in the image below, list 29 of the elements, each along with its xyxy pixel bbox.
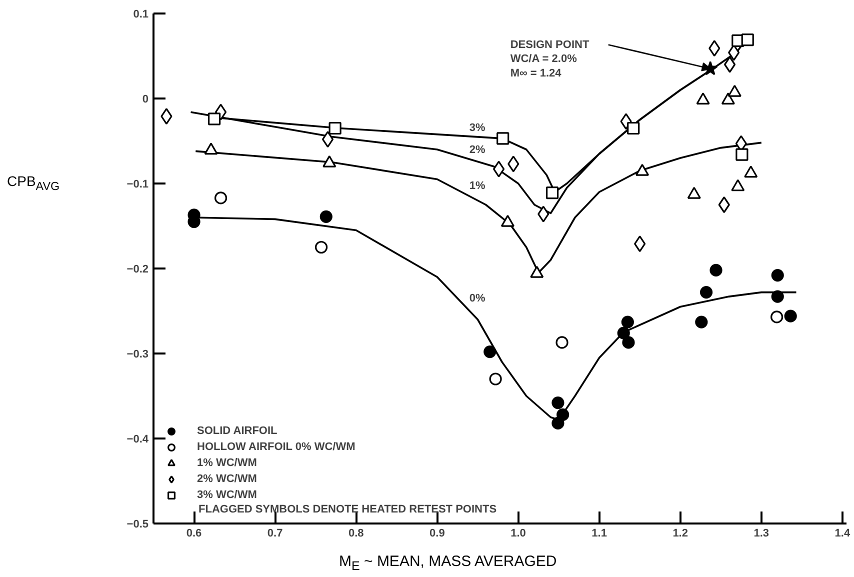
- series-label: 0%: [469, 292, 486, 305]
- x-tick-label: 1.4: [834, 528, 851, 540]
- x-tick-label: 1.2: [672, 528, 688, 540]
- series-label: 2%: [469, 144, 486, 156]
- annotation: FLAGGED SYMBOLS DENOTE HEATED RETEST POINTS: [198, 504, 497, 516]
- x-tick-label: 0.9: [430, 528, 445, 540]
- x-tick-label: 0.6: [186, 528, 202, 540]
- y-tick-label: −0.3: [126, 348, 149, 360]
- legend-label: 3% WC/WM: [197, 489, 257, 501]
- series-label: 3%: [469, 122, 486, 134]
- legend-label: HOLLOW AIRFOIL 0% WC/WM: [197, 441, 356, 453]
- legend-label: 2% WC/WM: [197, 473, 257, 485]
- y-tick-label: −0.1: [126, 178, 149, 190]
- annotation: DESIGN POINT WC/A = 2.0% M∞ = 1.24: [510, 38, 590, 80]
- y-tick-label: −0.4: [126, 434, 150, 446]
- x-axis-title: M$_{E}$ ~ MEAN, MASS AVERAGED: [339, 552, 557, 575]
- x-tick-label: 1.0: [510, 528, 526, 540]
- x-tick-label: 1.1: [592, 528, 607, 540]
- x-tick-label: 1.3: [754, 528, 770, 540]
- legend-label: SOLID AIRFOIL: [197, 425, 278, 437]
- x-tick-label: 0.7: [267, 528, 283, 540]
- y-tick-label: −0.5: [126, 518, 149, 530]
- y-tick-label: −0.2: [126, 264, 149, 276]
- series-label: 1%: [469, 180, 486, 192]
- y-tick-label: 0: [142, 94, 149, 106]
- y-tick-label: 0.1: [133, 8, 149, 20]
- x-tick-label: 0.8: [348, 528, 364, 540]
- legend-label: 1% WC/WM: [197, 457, 257, 469]
- y-axis-title: CPB$_{AVG}$: [7, 172, 60, 195]
